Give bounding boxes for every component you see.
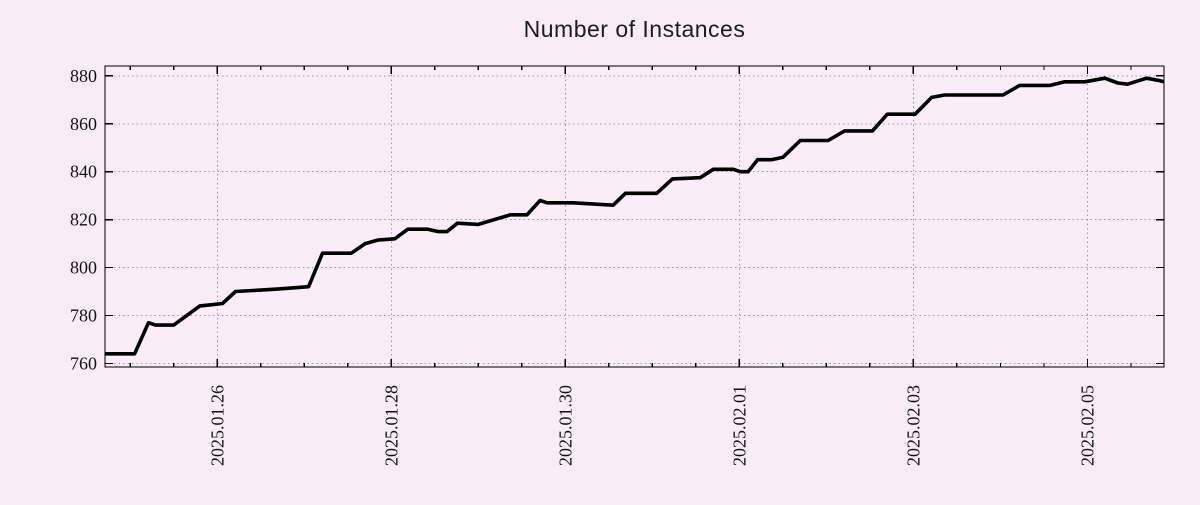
x-tick-label: 2025.01.26: [207, 385, 227, 466]
x-tick-label: 2025.02.05: [1077, 385, 1097, 466]
y-tick-label: 840: [70, 162, 97, 182]
y-tick-label: 760: [70, 353, 97, 373]
series-line-instances: [105, 76, 1165, 356]
y-tick-label: 800: [70, 258, 97, 278]
chart-title: Number of Instances: [523, 16, 746, 42]
plot-border: [104, 65, 1165, 368]
x-tick-label: 2025.02.01: [729, 385, 749, 466]
y-tick-label: 860: [70, 114, 97, 134]
x-tick-label: 2025.01.28: [381, 385, 401, 466]
y-tick-label: 820: [70, 210, 97, 230]
y-tick-label: 880: [70, 66, 97, 86]
y-tick-label: 780: [70, 305, 97, 325]
x-tick-label: 2025.02.03: [903, 385, 923, 466]
x-tick-label: 2025.01.30: [555, 385, 575, 466]
